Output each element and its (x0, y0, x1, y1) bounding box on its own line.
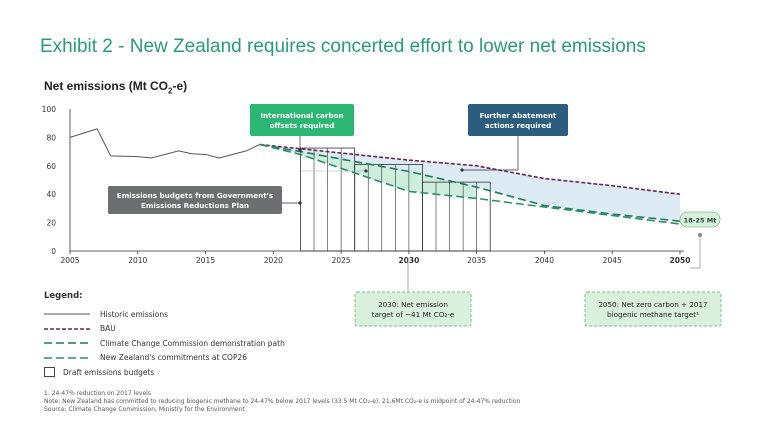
x-tick-label: 2025 (332, 256, 351, 265)
y-tick-label: 0 (51, 247, 56, 256)
offsets-callout-text: offsets required (270, 121, 335, 130)
legend-title: Legend: (44, 291, 83, 301)
x-tick-label: 2005 (60, 256, 79, 265)
range-pill-text: 18-25 Mt (684, 217, 717, 225)
historic-emissions-line (69, 128, 260, 159)
legend-label: New Zealand's commitments at COP26 (100, 353, 248, 363)
legend-swatch (44, 313, 90, 315)
abatement-callout-bg (468, 104, 568, 136)
legend-item: Climate Change Commission demonstration … (44, 336, 285, 351)
legend-label: Draft emissions budgets (63, 367, 155, 377)
legend-swatch (44, 356, 90, 359)
x-tick-label: 2050 (670, 256, 691, 265)
footnotes: 1. 24-47% reduction on 2017 levels Note:… (44, 390, 520, 414)
target-2030-callout-bg (354, 291, 472, 327)
target-2050-callout-text: biogenic methane target¹ (607, 310, 699, 319)
offsets-callout-bg (250, 104, 354, 136)
footnote-1: 1. 24-47% reduction on 2017 levels (44, 390, 151, 397)
footnote-source: Source: Climate Change Commission, Minis… (44, 406, 245, 413)
footnote-note: Note: New Zealand has committed to reduc… (44, 398, 521, 405)
y-tick-label: 80 (46, 133, 56, 142)
page-title: Exhibit 2 - New Zealand requires concert… (40, 36, 646, 57)
x-tick-label: 2010 (128, 256, 147, 265)
legend-item: Historic emissions (44, 307, 285, 322)
y-tick-label: 60 (46, 162, 56, 171)
legend: Legend: Historic emissions BAU Climate Cha… (44, 291, 285, 380)
legend-item: New Zealand's commitments at COP26 (44, 351, 285, 366)
legend-label: Climate Change Commission demonstration … (100, 338, 285, 348)
target-2050-callout-text: 2050: Net zero carbon + 2017 (598, 300, 707, 309)
legend-label: BAU (100, 324, 116, 334)
legend-swatch (44, 327, 90, 330)
x-tick-label: 2015 (196, 256, 215, 265)
range-pill-bg (679, 211, 721, 228)
budgets-callout-text: Emissions budgets from Government's (117, 191, 273, 200)
chart-subtitle: Net emissions (Mt CO2-e) (44, 79, 188, 96)
target-2030-callout-text: target of ~41 Mt CO₂-e (372, 310, 455, 319)
abatement-gap-area (259, 144, 680, 222)
budgets-callout-text: Emissions Reductions Plan (141, 201, 249, 210)
range-pill: 18-25 Mt (679, 211, 721, 228)
x-tick-label: 2030 (398, 256, 419, 265)
budgets-dot (298, 201, 302, 205)
offsets-dot (364, 169, 368, 173)
abatement-callout-text: actions required (485, 121, 552, 130)
budgets-callout: Emissions budgets from Government'sEmiss… (108, 186, 282, 214)
legend-item: Draft emissions budgets (44, 365, 285, 380)
budgets-callout-bg (108, 186, 282, 214)
y-tick-label: 20 (46, 219, 56, 228)
target-2030-callout: 2030: Net emission target of ~41 Mt CO₂-… (354, 291, 472, 327)
legend-label: Historic emissions (100, 309, 168, 319)
abatement-dot (460, 168, 464, 172)
target-2050-callout-bg (584, 291, 722, 327)
legend-item: BAU (44, 322, 285, 337)
y-tick-label: 100 (42, 105, 57, 114)
offsets-callout-text: International carbon (260, 111, 343, 120)
offsets-leader-dot (298, 148, 302, 152)
legend-swatch-box (44, 367, 55, 378)
range-pill-dot (698, 233, 702, 237)
y-tick-label: 40 (46, 190, 56, 199)
ccc-path-line (259, 143, 681, 222)
legend-swatch (44, 342, 90, 345)
target-2030-callout-text: 2030: Net emission (378, 300, 448, 309)
x-tick-label: 2020 (264, 256, 283, 265)
abatement-callout-text: Further abatement (480, 111, 557, 120)
bau-line (259, 143, 681, 195)
x-tick-label: 2045 (603, 256, 622, 265)
cop26-line (259, 143, 681, 225)
x-tick-label: 2035 (467, 256, 486, 265)
x-tick-label: 2040 (535, 256, 554, 265)
